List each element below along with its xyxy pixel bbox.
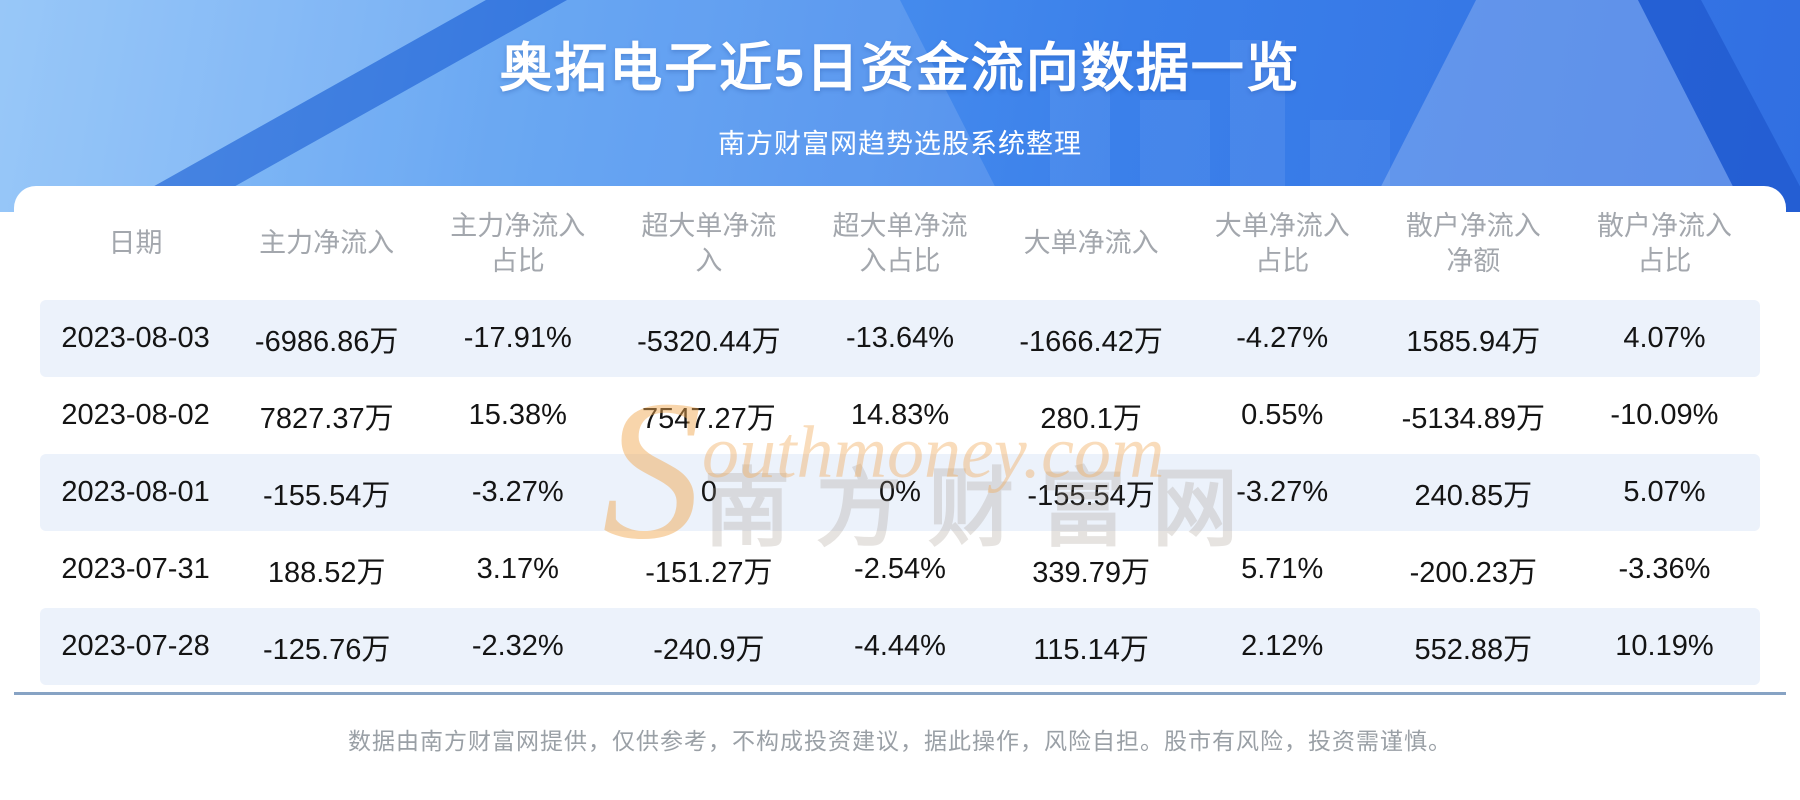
page-title: 奥拓电子近5日资金流向数据一览 bbox=[499, 39, 1301, 98]
table-cell: 15.38% bbox=[468, 399, 567, 431]
table-cell: 10.19% bbox=[1615, 630, 1714, 662]
disclaimer-text: 数据由南方财富网提供，仅供参考，不构成投资建议，据此操作，风险自担。股市有风险，… bbox=[348, 728, 1452, 754]
table-cell: -155.54万 bbox=[1027, 479, 1155, 512]
table-cell: -6986.86万 bbox=[254, 325, 399, 358]
table-cell: -1666.42万 bbox=[1019, 325, 1163, 358]
table-cell: -2.54% bbox=[854, 553, 946, 585]
table-cell: 2023-08-01 bbox=[61, 476, 210, 508]
table-cell: -5134.89万 bbox=[1401, 402, 1546, 435]
column-header: 散户净流入 净额 bbox=[1405, 210, 1541, 276]
table-row: 2023-08-01 -155.54万 -3.27% 0 0% -155.54万 -3.27… bbox=[40, 454, 1760, 531]
table-row: 2023-07-31 188.52万 3.17% -151.27万 -2.54% 339.… bbox=[40, 531, 1760, 608]
column-header: 主力净流入 占比 bbox=[450, 210, 586, 276]
table-cell: -17.91% bbox=[463, 322, 572, 354]
table-cell: 14.83% bbox=[850, 399, 950, 431]
column-header: 主力净流入 bbox=[259, 228, 395, 259]
table-row: 2023-08-03 -6986.86万 -17.91% -5320.44万 -13.6… bbox=[40, 300, 1760, 377]
table-cell: 3.17% bbox=[476, 553, 559, 585]
column-header: 大单净流入 bbox=[1023, 228, 1159, 259]
table-cell: 339.79万 bbox=[1032, 556, 1150, 589]
table-cell: 115.14万 bbox=[1033, 633, 1149, 666]
table-cell: 2023-07-31 bbox=[61, 553, 210, 585]
table-cell: 2023-08-03 bbox=[61, 322, 210, 354]
page-subtitle: 南方财富网趋势选股系统整理 bbox=[718, 129, 1082, 159]
table-cell: -3.27% bbox=[471, 476, 564, 508]
fund-flow-table: 日期 主力净流入 主力净流入 占比 超大单净流 入超大单净流 入占比 大单净流入 大单净流… bbox=[14, 186, 1786, 685]
column-header: 散户净流入 占比 bbox=[1596, 210, 1732, 276]
table-cell: 4.07% bbox=[1623, 322, 1706, 354]
table-cell: 0 bbox=[700, 476, 717, 508]
table-cell: 240.85万 bbox=[1414, 479, 1533, 512]
column-header: 超大单净流 入占比 bbox=[832, 210, 968, 276]
table-cell: -155.54万 bbox=[262, 479, 391, 512]
table-cell: -4.44% bbox=[854, 630, 946, 662]
column-header: 超大单净流 入 bbox=[641, 210, 777, 276]
table-cell: -3.36% bbox=[1618, 553, 1711, 585]
table-cell: 2023-07-28 bbox=[61, 630, 210, 662]
table-cell: -4.27% bbox=[1236, 322, 1329, 354]
table-cell: 5.07% bbox=[1623, 476, 1706, 508]
table-cell: -2.32% bbox=[471, 630, 564, 662]
table-cell: 0% bbox=[879, 476, 921, 508]
table-cell: -3.27% bbox=[1236, 476, 1329, 508]
table-cell: -240.9万 bbox=[653, 633, 765, 666]
data-card: 日期 主力净流入 主力净流入 占比 超大单净流 入超大单净流 入占比 大单净流入 大单净流… bbox=[14, 186, 1786, 800]
table-cell: -5320.44万 bbox=[637, 325, 781, 358]
banner: 奥拓电子近5日资金流向数据一览 南方财富网趋势选股系统整理 bbox=[0, 0, 1800, 212]
column-header: 大单净流入 占比 bbox=[1214, 210, 1350, 276]
table-cell: 2023-08-02 bbox=[61, 399, 210, 431]
table-cell: -13.64% bbox=[845, 322, 954, 354]
table-cell: -10.09% bbox=[1610, 399, 1719, 431]
table-cell: 1585.94万 bbox=[1406, 325, 1541, 358]
table-cell: 280.1万 bbox=[1040, 402, 1142, 435]
table-cell: 7547.27万 bbox=[641, 402, 776, 435]
table-cell: 188.52万 bbox=[267, 556, 386, 589]
table-row: 2023-08-02 7827.37万 15.38% 7547.27万 14.83% 28… bbox=[40, 377, 1760, 454]
column-header: 日期 bbox=[108, 228, 163, 259]
table-cell: 552.88万 bbox=[1414, 633, 1533, 666]
card-divider-line bbox=[14, 692, 1786, 695]
table-cell: 2.12% bbox=[1241, 630, 1324, 662]
table-cell: 5.71% bbox=[1241, 553, 1324, 585]
table-body: 2023-08-03 -6986.86万 -17.91% -5320.44万 -13.6… bbox=[14, 300, 1786, 685]
table-row: 2023-07-28 -125.76万 -2.32% -240.9万 -4.44% 115… bbox=[40, 608, 1760, 685]
table-cell: -200.23万 bbox=[1409, 556, 1537, 589]
table-cell: -125.76万 bbox=[262, 633, 391, 666]
table-header-row: 日期 主力净流入 主力净流入 占比 超大单净流 入超大单净流 入占比 大单净流入 大单净流… bbox=[40, 186, 1760, 300]
table-cell: 0.55% bbox=[1241, 399, 1324, 431]
table-cell: -151.27万 bbox=[645, 556, 773, 589]
table-cell: 7827.37万 bbox=[259, 402, 394, 435]
banner-skyline-blocks bbox=[0, 0, 1800, 212]
